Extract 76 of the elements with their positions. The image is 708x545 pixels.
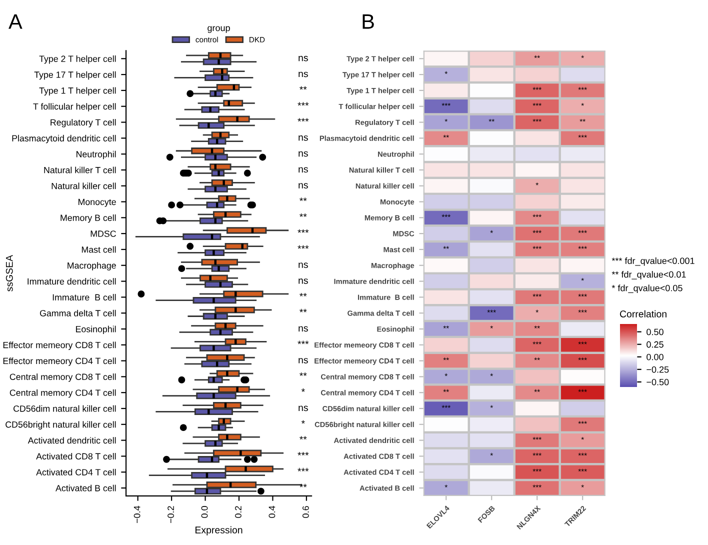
color-bar-label: 0.25: [646, 341, 664, 348]
chart-title: B: [362, 14, 374, 29]
y-tick-label: Neutrophil: [76, 150, 116, 160]
annotation: ns: [298, 262, 308, 268]
annotation: ns: [298, 72, 308, 78]
color-bar-label: −0.25: [646, 366, 669, 373]
annotation: **: [300, 198, 307, 201]
y-tick-label: Mast cell: [82, 246, 116, 253]
y-tick-label: Activated CD4 T cell: [36, 468, 116, 476]
x-tick-label: 0.4: [268, 506, 276, 518]
text: *** fdr_qvalue<0.001: [612, 257, 694, 266]
y-tick-label: Monocyte: [78, 198, 116, 207]
y-tick-label: Immature dendritic cell: [28, 278, 116, 285]
y-tick-label: Eosinophil: [76, 326, 116, 334]
annotation: ns: [298, 56, 308, 62]
y-tick-label: Plasmacytoid dendritic cell: [12, 134, 116, 144]
annotation: ***: [298, 245, 309, 249]
x-tick-label: 0.0: [201, 506, 208, 518]
y-tick-label: Effector memeory CD8 T cell: [3, 342, 116, 350]
annotation: **: [300, 213, 307, 217]
y-tick-label: Natural killer cell: [52, 182, 116, 190]
annotation: ns: [298, 358, 308, 364]
color-bar-label: −0.50: [646, 378, 669, 386]
y-tick-label: Activated CD8 T cell: [36, 452, 116, 460]
annotation: ns: [298, 278, 308, 284]
annotation: ns: [298, 406, 308, 412]
x-tick-label: −0.2: [168, 506, 174, 524]
y-tick-label: Regulatory T cell: [50, 119, 116, 128]
y-tick-label: Effector memeory CD4 T cell: [3, 358, 116, 366]
annotation: ***: [298, 118, 309, 122]
y-tick-label: Activated dendritic cell: [28, 437, 116, 444]
text: * fdr_qvalue<0.05: [612, 284, 682, 294]
legend-title: group: [208, 26, 230, 33]
x-tick-label: 0.6: [302, 506, 309, 518]
text: ** fdr_qvalue<0.01: [612, 271, 686, 280]
annotation: **: [300, 372, 307, 376]
y-tick-label: MDSC: [90, 230, 116, 237]
y-tick-label: Macrophage: [68, 262, 116, 270]
annotation: ***: [298, 340, 309, 344]
y-tick-label: Gamma delta T cell: [40, 310, 116, 316]
x-axis-title: Expression: [196, 526, 242, 536]
x-tick-label: −0.4: [134, 506, 140, 524]
y-tick-label: T follicular helper cell: [33, 103, 116, 112]
y-tick-label: Type 2 T helper cell: [39, 55, 116, 64]
y-tick-label: Type 1 T helper cell: [39, 87, 116, 96]
color-bar-label: 0.50: [646, 328, 664, 336]
annotation: ns: [298, 135, 308, 141]
annotation: *: [301, 388, 305, 392]
annotation: ns: [298, 151, 308, 157]
annotation: ns: [298, 326, 308, 332]
y-tick-label: Activated B cell: [56, 484, 116, 492]
y-tick-label: Natural killer T cell: [44, 166, 116, 174]
annotation: ***: [298, 229, 309, 233]
y-tick-label: CD56bright natural killer cell: [6, 421, 116, 430]
y-tick-label: Central memory CD8 T cell: [10, 373, 116, 382]
annotation: ***: [298, 102, 309, 106]
annotation: ns: [298, 183, 308, 188]
y-tick-label: Memory B cell: [60, 214, 116, 223]
annotation: ns: [298, 167, 308, 173]
y-axis-title: ssGSEA: [6, 254, 13, 292]
y-tick-label: CD56dim natural killer cell: [14, 405, 116, 412]
color-bar-label: 0.00: [646, 354, 664, 360]
chart-title: A: [8, 14, 22, 29]
y-tick-label: Central memory CD4 T cell: [10, 389, 116, 398]
color-bar-title: Correlation: [620, 310, 666, 318]
annotation: **: [300, 86, 307, 90]
x-tick-label: 0.2: [235, 506, 242, 518]
annotation: ***: [298, 452, 309, 456]
annotation: ***: [298, 468, 309, 472]
annotation: **: [300, 308, 307, 312]
annotation: **: [300, 292, 307, 296]
annotation: **: [300, 484, 307, 488]
y-tick-label: Type 17 T helper cell: [34, 71, 116, 80]
annotation: *: [301, 420, 305, 424]
annotation: **: [300, 436, 307, 440]
y-tick-label: Immature B cell: [52, 294, 116, 300]
